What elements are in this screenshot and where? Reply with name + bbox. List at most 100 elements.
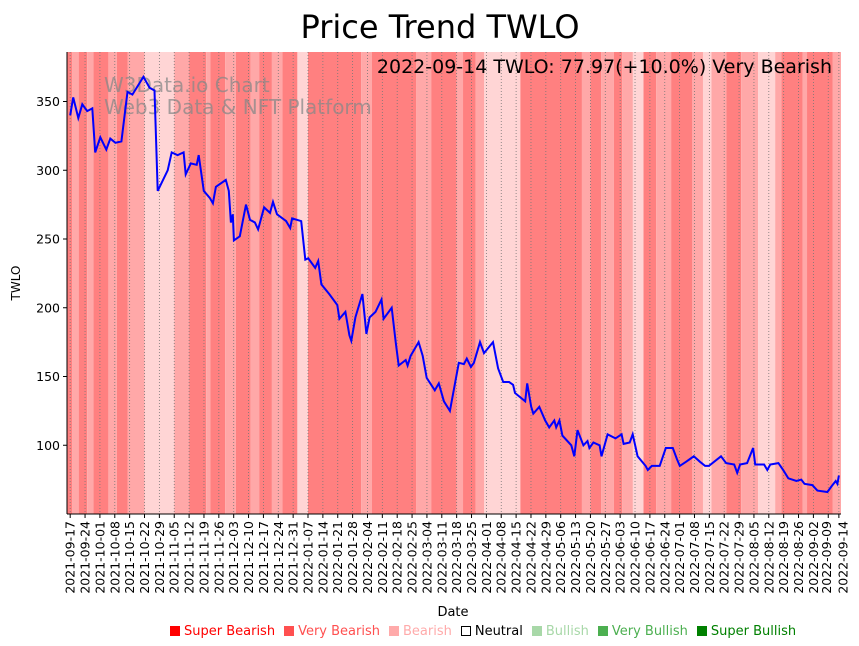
sentiment-band	[361, 52, 372, 514]
sentiment-band	[127, 52, 145, 514]
sentiment-band	[72, 52, 79, 514]
sentiment-band	[601, 52, 614, 514]
x-tick-label: 2022-01-07	[301, 521, 316, 594]
legend-swatch	[170, 626, 180, 636]
x-tick-label: 2021-12-17	[256, 521, 271, 594]
x-tick-label: 2022-01-21	[330, 521, 345, 594]
sentiment-band	[235, 52, 251, 514]
y-tick-label: 350	[36, 94, 60, 109]
x-tick-label: 2021-11-05	[167, 521, 182, 594]
y-tick-label: 150	[36, 369, 60, 384]
legend-label: Bullish	[545, 624, 589, 639]
x-tick-label: 2022-07-08	[687, 521, 702, 594]
x-tick-label: 2021-10-15	[122, 521, 137, 594]
legend-item-very-bearish: Very Bearish	[284, 624, 380, 642]
sentiment-band	[711, 52, 727, 514]
x-tick-label: 2022-01-14	[315, 521, 330, 594]
x-tick-label: 2022-05-27	[598, 521, 613, 594]
sentiment-band	[632, 52, 644, 514]
watermark-line-1: W3Data.io Chart	[104, 73, 270, 97]
sentiment-band	[832, 52, 841, 514]
x-tick-label: 2022-02-25	[405, 521, 420, 594]
sentiment-band	[116, 52, 128, 514]
grid-lines	[69, 52, 840, 514]
sentiment-band	[692, 52, 703, 514]
x-tick-label: 2022-03-11	[434, 521, 449, 594]
legend-swatch	[284, 626, 295, 636]
legend-item-neutral: Neutral	[460, 624, 523, 642]
x-tick-label: 2022-01-28	[345, 521, 360, 594]
sentiment-band	[87, 52, 94, 514]
y-tick-label: 100	[36, 438, 60, 453]
sentiment-band	[671, 52, 693, 514]
sentiment-band	[781, 52, 803, 514]
x-tick-label: 2022-07-01	[672, 521, 687, 594]
legend-item-very-bullish: Very Bullish	[597, 624, 688, 642]
y-tick-label: 200	[36, 300, 60, 315]
x-tick-label: 2022-08-26	[791, 521, 806, 594]
x-tick-label: 2022-03-04	[419, 521, 434, 594]
y-tick-label: 250	[36, 232, 60, 247]
x-tick-label: 2022-06-03	[613, 521, 628, 594]
y-tick-label: 300	[36, 163, 60, 178]
sentiment-band	[78, 52, 88, 514]
sentiment-band	[456, 52, 464, 514]
x-tick-label: 2022-08-12	[761, 521, 776, 594]
x-tick-label: 2021-11-12	[182, 521, 197, 594]
sentiment-band	[520, 52, 582, 514]
sentiment-band	[613, 52, 623, 514]
legend-swatch	[388, 626, 399, 636]
x-tick-label: 2022-05-06	[553, 521, 568, 594]
x-tick-label: 2022-07-29	[732, 521, 747, 594]
legend-item-bullish: Bullish	[531, 624, 589, 642]
x-tick-label: 2022-04-29	[538, 521, 553, 594]
sentiment-band	[282, 52, 298, 514]
legend-item-super-bearish: Super Bearish	[170, 624, 275, 642]
sentiment-band	[271, 52, 283, 514]
sentiment-band	[726, 52, 742, 514]
sentiment-band	[210, 52, 226, 514]
x-tick-label: 2022-09-14	[835, 521, 850, 594]
price-line	[69, 74, 840, 494]
sentiment-band	[416, 52, 432, 514]
x-tick-label: 2021-12-03	[226, 521, 241, 594]
legend-label: Super Bullish	[710, 624, 797, 639]
legend-label: Neutral	[474, 624, 523, 639]
legend-item-super-bullish: Super Bullish	[696, 624, 797, 642]
sentiment-band	[622, 52, 633, 514]
watermark-line-2: Web3 Data & NFT Platform	[104, 95, 372, 119]
sentiment-band	[189, 52, 207, 514]
sentiment-band	[108, 52, 117, 514]
x-tick-label: 2022-02-11	[375, 521, 390, 594]
x-tick-label: 2021-10-22	[137, 521, 152, 594]
x-tick-label: 2021-12-10	[241, 521, 256, 594]
sentiment-band	[67, 52, 73, 514]
x-tick-label: 2022-06-10	[628, 521, 643, 594]
x-tick-label: 2021-12-24	[271, 521, 286, 594]
x-tick-label: 2022-06-17	[642, 521, 657, 594]
sentiment-band	[775, 52, 782, 514]
latest-annotation: 2022-09-14 TWLO: 77.97(+10.0%) Very Bear…	[377, 56, 832, 78]
sentiment-band	[259, 52, 272, 514]
sentiment-band	[758, 52, 776, 514]
x-tick-label: 2022-07-22	[717, 521, 732, 594]
legend-label: Super Bearish	[184, 624, 276, 639]
sentiment-band	[250, 52, 260, 514]
x-tick-label: 2021-10-08	[107, 521, 122, 594]
sentiment-bands	[67, 52, 841, 514]
legend: Super Bearish Very Bearish Bearish Neutral B…	[170, 624, 796, 642]
x-tick-label: 2022-03-18	[449, 521, 464, 594]
sentiment-band	[656, 52, 672, 514]
x-tick-label: 2022-04-22	[523, 521, 538, 594]
legend-label: Bearish	[402, 624, 452, 639]
sentiment-band	[475, 52, 485, 514]
sentiment-band	[807, 52, 833, 514]
x-tick-label: 2021-11-26	[211, 521, 226, 594]
sentiment-band	[431, 52, 457, 514]
sentiment-band	[174, 52, 190, 514]
x-tick-label: 2022-04-08	[494, 521, 509, 594]
x-tick-label: 2022-05-13	[568, 521, 583, 594]
sentiment-band	[741, 52, 759, 514]
legend-swatch	[696, 626, 707, 636]
